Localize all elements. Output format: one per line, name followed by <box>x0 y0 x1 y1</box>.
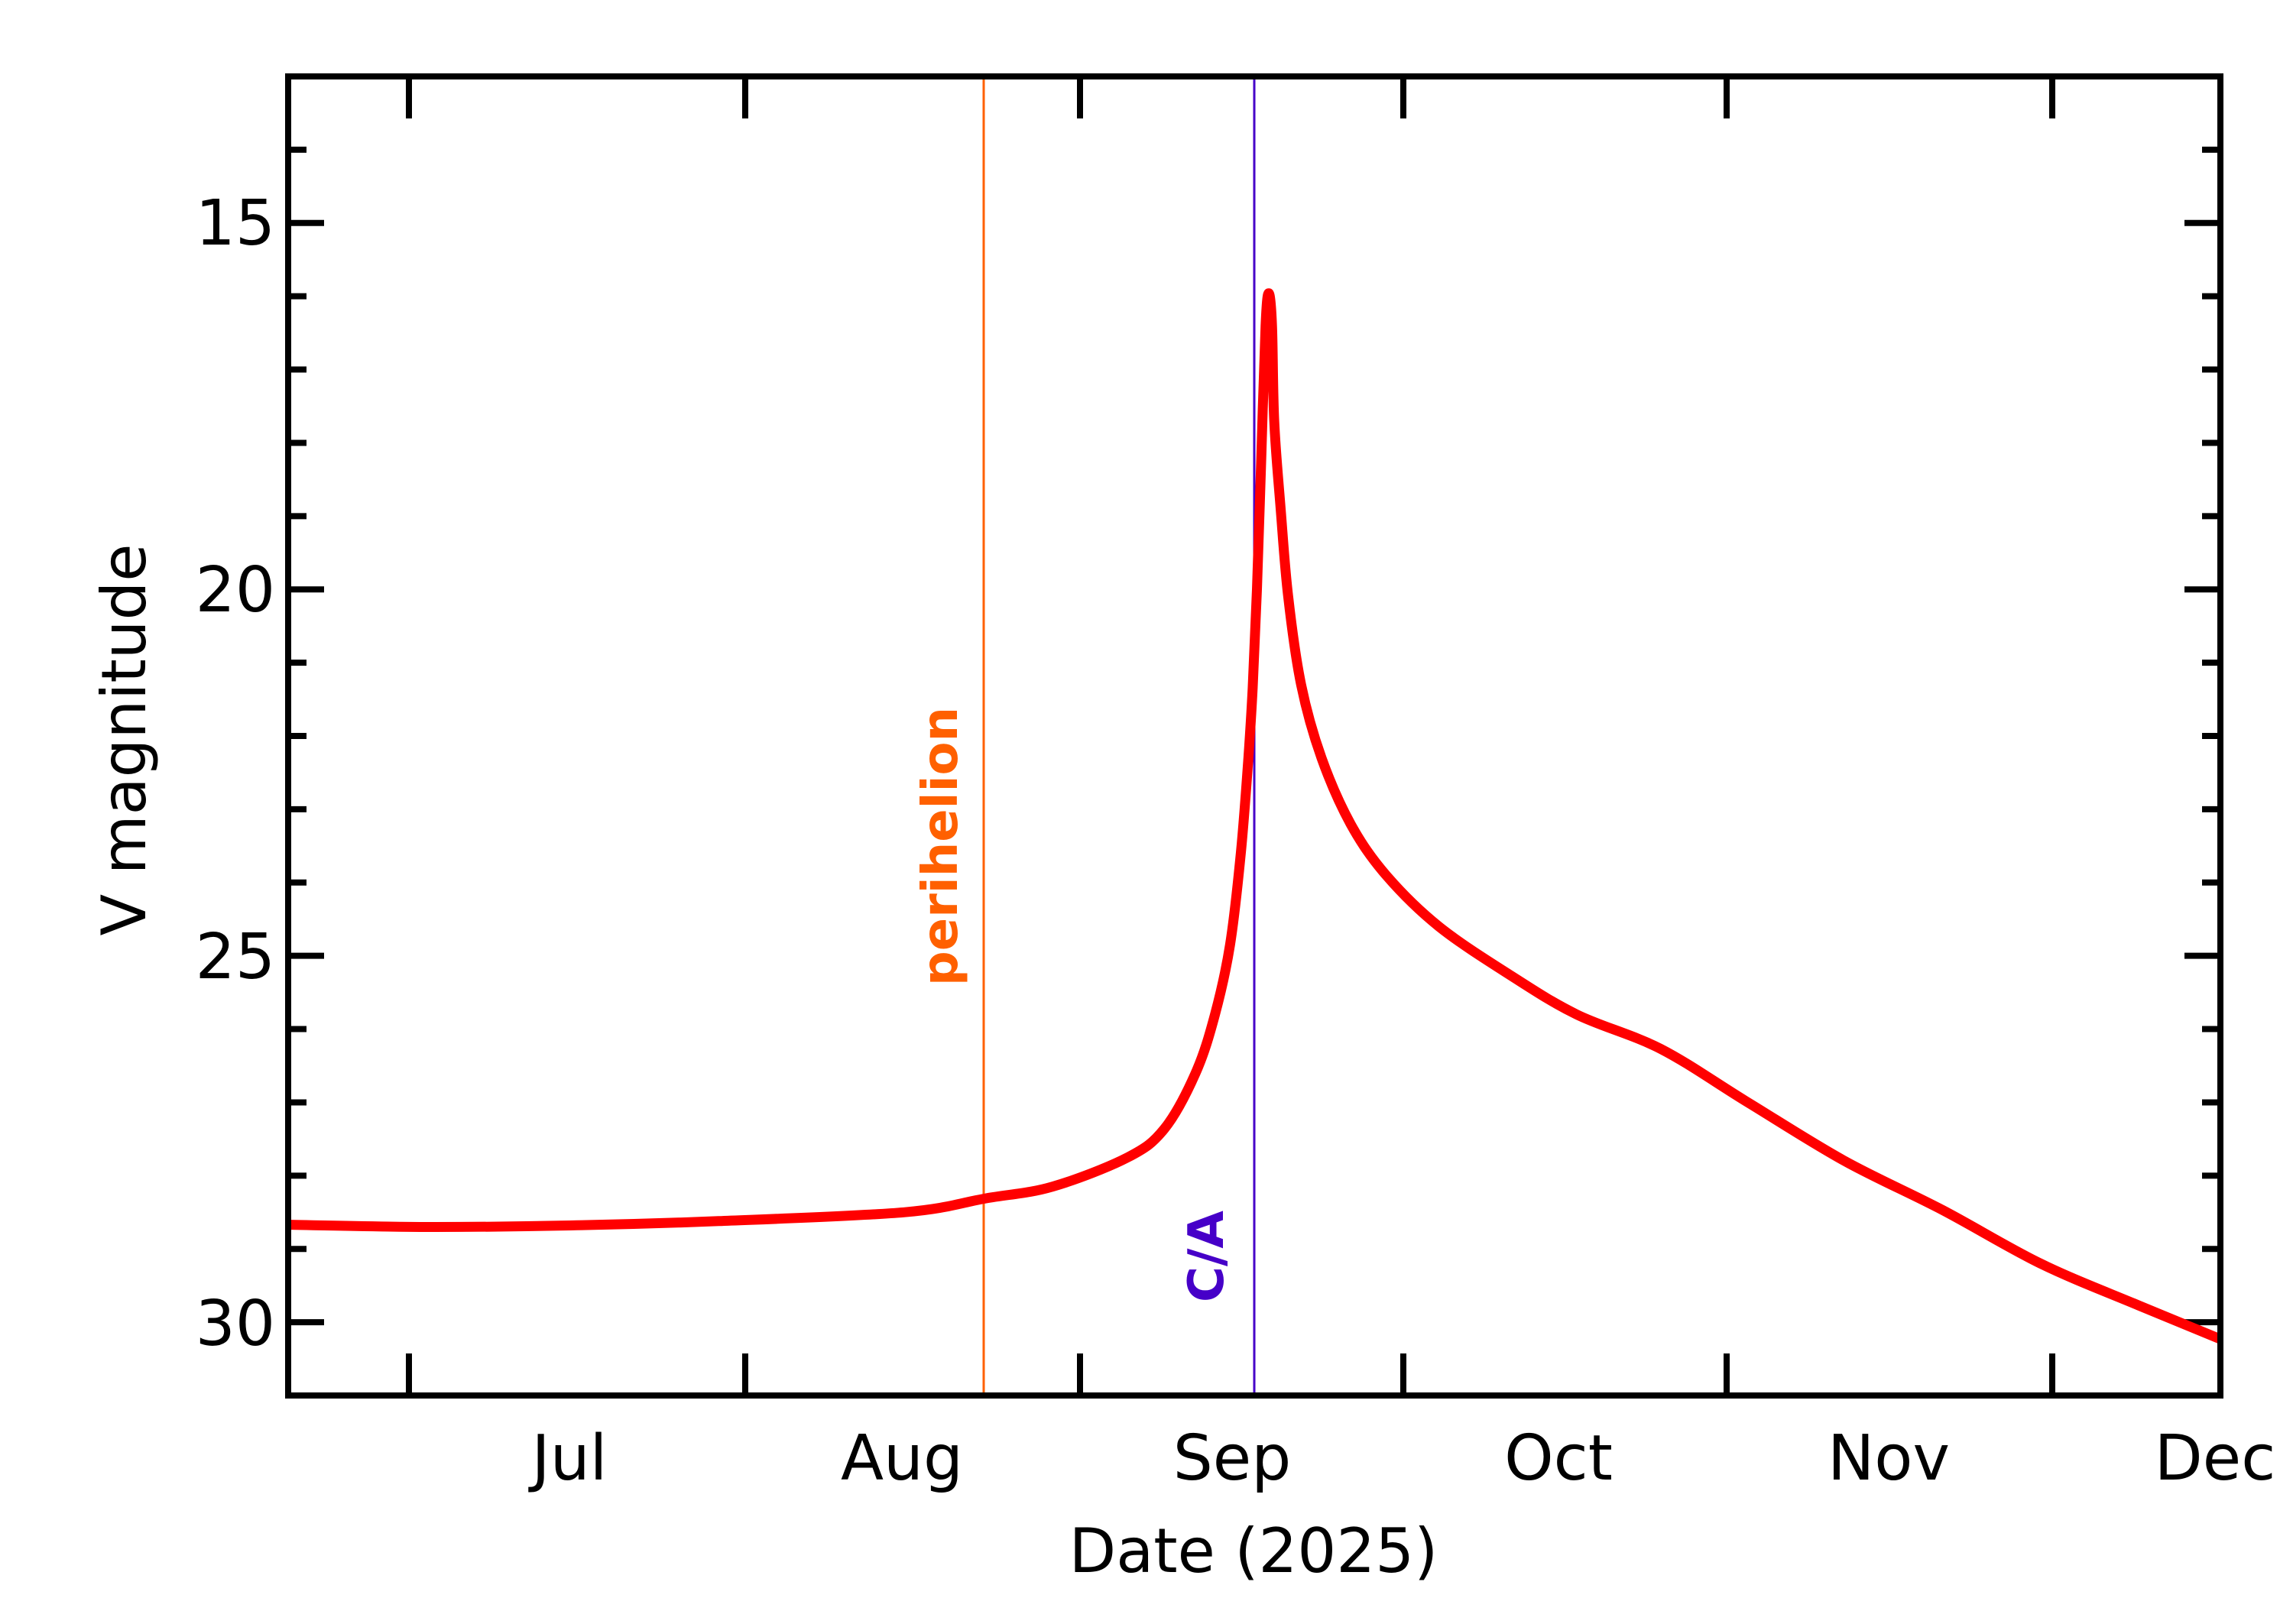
y-tick-label-15: 15 <box>196 187 275 260</box>
y-tick-label-25: 25 <box>196 921 275 994</box>
x-tick-label-jul: Jul <box>528 1422 608 1495</box>
perihelion-label: perihelion <box>913 707 969 986</box>
y-axis-title: V magnitude <box>89 544 160 936</box>
plot-frame <box>285 73 2223 1399</box>
x-tick-label-nov: Nov <box>1828 1422 1950 1495</box>
y-tick-label-20: 20 <box>196 554 275 627</box>
x-tick-label-sep: Sep <box>1173 1422 1292 1495</box>
x-tick-label-oct: Oct <box>1504 1422 1613 1495</box>
magnitude-curve <box>287 288 2223 1344</box>
axis-ticks <box>288 76 2220 1395</box>
x-tick-label-aug: Aug <box>841 1422 963 1495</box>
x-tick-label-dec: Dec <box>2155 1422 2276 1495</box>
x-axis-title: Date (2025) <box>1069 1515 1438 1587</box>
y-tick-label-30: 30 <box>196 1288 275 1360</box>
closest-approach-label: C/A <box>1179 1211 1235 1302</box>
